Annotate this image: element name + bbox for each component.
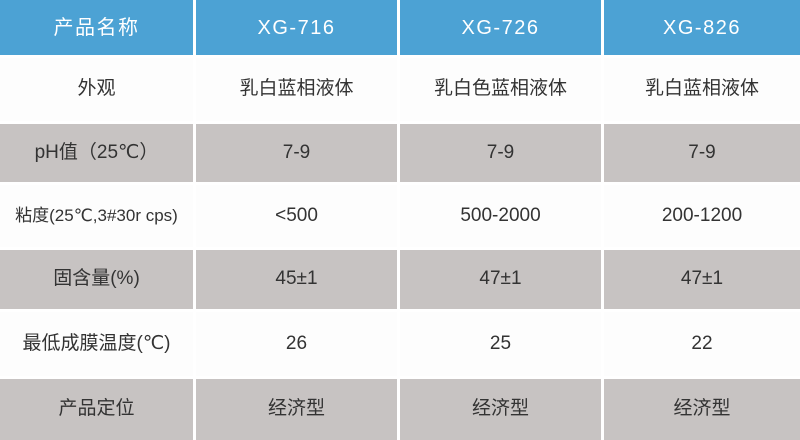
cell-min-film-temp-xg826: 22 bbox=[604, 312, 800, 376]
cell-ph-xg826: 7-9 bbox=[604, 124, 800, 182]
cell-appearance-xg726: 乳白色蓝相液体 bbox=[400, 58, 601, 121]
cell-solid-content-xg716: 45±1 bbox=[196, 250, 397, 309]
row-label-appearance: 外观 bbox=[0, 58, 193, 121]
cell-ph-xg716: 7-9 bbox=[196, 124, 397, 182]
cell-solid-content-xg826: 47±1 bbox=[604, 250, 800, 309]
cell-appearance-xg826: 乳白蓝相液体 bbox=[604, 58, 800, 121]
col-header-xg-826: XG-826 bbox=[604, 0, 800, 55]
row-label-viscosity: 粘度(25℃,3#30r cps) bbox=[0, 185, 193, 247]
cell-positioning-xg726: 经济型 bbox=[400, 379, 601, 440]
row-label-positioning: 产品定位 bbox=[0, 379, 193, 440]
cell-min-film-temp-xg716: 26 bbox=[196, 312, 397, 376]
cell-viscosity-xg826: 200-1200 bbox=[604, 185, 800, 247]
cell-positioning-xg716: 经济型 bbox=[196, 379, 397, 440]
cell-ph-xg726: 7-9 bbox=[400, 124, 601, 182]
col-header-xg-716: XG-716 bbox=[196, 0, 397, 55]
row-label-solid-content: 固含量(%) bbox=[0, 250, 193, 309]
col-header-product-name: 产品名称 bbox=[0, 0, 193, 55]
cell-viscosity-xg726: 500-2000 bbox=[400, 185, 601, 247]
row-label-min-film-temp: 最低成膜温度(℃) bbox=[0, 312, 193, 376]
cell-positioning-xg826: 经济型 bbox=[604, 379, 800, 440]
cell-viscosity-xg716: <500 bbox=[196, 185, 397, 247]
cell-solid-content-xg726: 47±1 bbox=[400, 250, 601, 309]
col-header-xg-726: XG-726 bbox=[400, 0, 601, 55]
row-label-ph: pH值（25℃） bbox=[0, 124, 193, 182]
cell-appearance-xg716: 乳白蓝相液体 bbox=[196, 58, 397, 121]
cell-min-film-temp-xg726: 25 bbox=[400, 312, 601, 376]
